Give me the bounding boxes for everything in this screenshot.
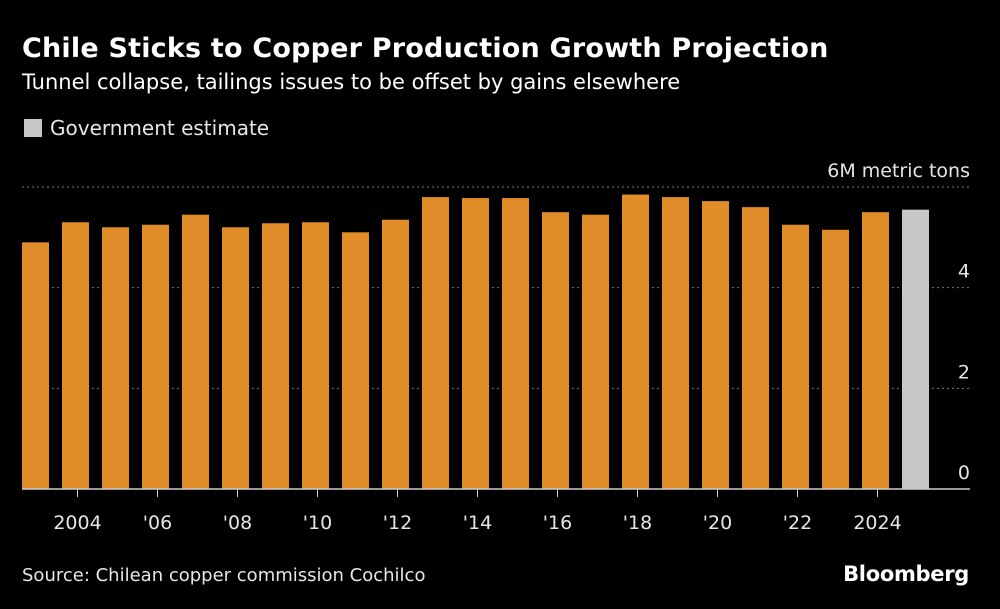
bar-2010 — [302, 222, 329, 489]
x-tick-label-2008: '08 — [223, 512, 252, 534]
bar-2009 — [262, 223, 289, 490]
bar-2013 — [422, 197, 449, 490]
bar-2020 — [702, 201, 729, 490]
x-tick-label-2006: '06 — [143, 512, 172, 534]
y-tick-label-0: 0 — [958, 462, 970, 484]
chart-title: Chile Sticks to Copper Production Growth… — [22, 33, 829, 64]
x-tick-label-2022: '22 — [783, 512, 812, 534]
x-tick-label-2016: '16 — [543, 512, 572, 534]
bar-2008 — [222, 227, 249, 489]
bar-2017 — [582, 214, 609, 489]
bar-2022 — [782, 224, 809, 489]
bar-2024 — [862, 212, 889, 489]
legend-label-estimate: Government estimate — [50, 116, 270, 140]
bar-2014 — [462, 198, 489, 489]
x-tick-label-2014: '14 — [463, 512, 492, 534]
y-tick-label-4: 4 — [958, 261, 970, 283]
bar-2015 — [502, 198, 529, 489]
bar-2025 — [902, 209, 929, 489]
y-tick-label-6: 6M metric tons — [827, 160, 970, 182]
bar-2019 — [662, 197, 689, 490]
bar-2004 — [62, 222, 89, 489]
bar-2011 — [342, 232, 369, 490]
x-tick-label-2012: '12 — [383, 512, 412, 534]
bar-2021 — [742, 207, 769, 489]
bloomberg-logo: Bloomberg — [843, 562, 969, 586]
chart-subtitle: Tunnel collapse, tailings issues to be o… — [22, 70, 681, 94]
bar-2012 — [382, 219, 409, 489]
bar-2007 — [182, 214, 209, 489]
bar-2005 — [102, 227, 129, 489]
x-tick-label-2018: '18 — [623, 512, 652, 534]
bar-2003 — [22, 242, 49, 489]
bar-2016 — [542, 212, 569, 489]
x-tick-label-2010: '10 — [303, 512, 332, 534]
legend: Government estimate — [24, 116, 269, 140]
bar-2018 — [622, 194, 649, 490]
bar-2006 — [142, 224, 169, 489]
x-tick-label-2004: 2004 — [53, 512, 101, 534]
y-tick-label-2: 2 — [958, 361, 970, 383]
x-tick-label-2024: 2024 — [853, 512, 901, 534]
bar-2023 — [822, 229, 849, 490]
x-tick-label-2020: '20 — [703, 512, 732, 534]
legend-swatch-estimate — [24, 119, 42, 137]
source-note: Source: Chilean copper commission Cochil… — [22, 565, 426, 586]
